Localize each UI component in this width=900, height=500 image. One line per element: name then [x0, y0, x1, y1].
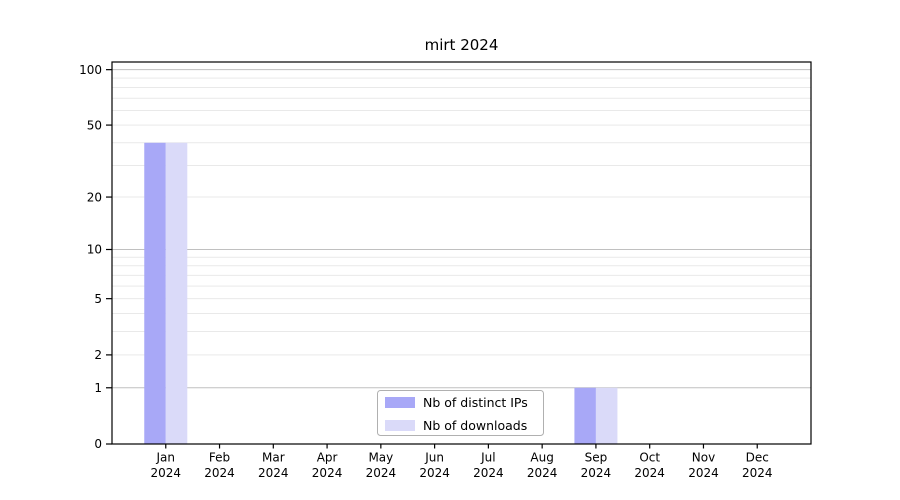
x-tick-label-month: Jun	[424, 451, 444, 465]
x-tick-label-month: Nov	[692, 451, 715, 465]
legend-box	[377, 390, 544, 436]
legend-label-downloads: Nb of downloads	[423, 418, 527, 433]
x-tick-label-month: Apr	[317, 451, 338, 465]
x-tick-label-year: 2024	[258, 466, 289, 480]
x-tick-label-month: Jan	[156, 451, 176, 465]
x-tick-label-year: 2024	[634, 466, 665, 480]
x-tick-label-month: Mar	[262, 451, 285, 465]
x-tick-label-year: 2024	[473, 466, 504, 480]
x-tick-label-year: 2024	[366, 466, 397, 480]
x-tick-label-year: 2024	[204, 466, 235, 480]
bar-downloads-jan	[165, 142, 188, 444]
x-tick-label-month: Aug	[530, 451, 553, 465]
x-tick-label-year: 2024	[312, 466, 343, 480]
x-tick-label-year: 2024	[688, 466, 719, 480]
x-tick-label-year: 2024	[419, 466, 450, 480]
x-tick-label-month: May	[368, 451, 393, 465]
y-tick-label: 1	[94, 381, 102, 395]
legend-swatch-distinct-ips	[385, 397, 415, 408]
legend-label-distinct-ips: Nb of distinct IPs	[423, 395, 528, 410]
y-tick-label: 10	[87, 243, 102, 257]
y-tick-label: 50	[87, 118, 102, 132]
bar-distinct-ips-jan	[144, 142, 166, 444]
x-tick-label-month: Dec	[746, 451, 769, 465]
y-tick-label: 20	[87, 190, 102, 204]
y-tick-label: 5	[94, 292, 102, 306]
bar-downloads-sep	[595, 387, 618, 444]
y-tick-label: 100	[79, 63, 102, 77]
y-tick-label: 2	[94, 348, 102, 362]
legend-swatch-downloads	[385, 420, 415, 431]
plot-frame	[111, 61, 812, 445]
x-tick-label-year: 2024	[527, 466, 558, 480]
x-tick-label-month: Oct	[639, 451, 660, 465]
y-tick-label: 0	[94, 437, 102, 451]
x-tick-label-year: 2024	[150, 466, 181, 480]
x-tick-label-month: Jul	[480, 451, 495, 465]
x-tick-label-year: 2024	[742, 466, 773, 480]
x-tick-label-year: 2024	[581, 466, 612, 480]
bar-distinct-ips-sep	[574, 387, 596, 444]
x-tick-label-month: Sep	[585, 451, 608, 465]
x-tick-label-month: Feb	[209, 451, 230, 465]
chart-title: mirt 2024	[424, 36, 499, 54]
